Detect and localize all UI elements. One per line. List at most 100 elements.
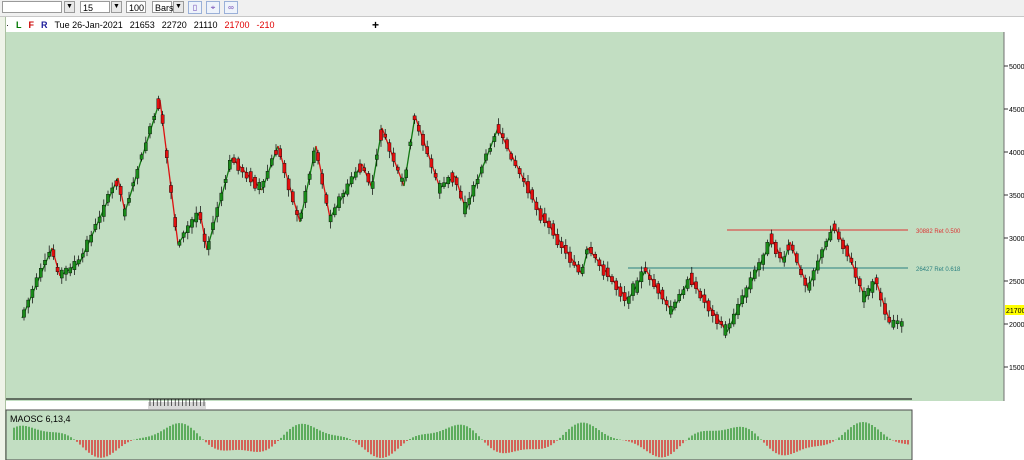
interval-dropdown-icon[interactable]: ▼ — [111, 1, 122, 13]
candle — [64, 265, 68, 281]
bar-close: 21700 — [224, 20, 250, 30]
marker-L[interactable]: L — [16, 20, 22, 30]
candle — [232, 154, 236, 165]
candle — [387, 139, 392, 159]
candle — [341, 189, 346, 204]
candle — [551, 220, 555, 239]
candle — [769, 229, 774, 248]
candle — [60, 267, 64, 284]
oscillator-histogram — [13, 422, 909, 458]
candle — [492, 133, 497, 148]
candle — [383, 129, 388, 140]
symbol-input[interactable] — [2, 1, 62, 13]
retracement-label: 26427 Ret 0.618 — [916, 267, 961, 273]
candle — [664, 296, 669, 312]
candle — [685, 276, 690, 292]
oscillator-pane — [5, 409, 913, 460]
candle — [303, 185, 308, 209]
candle — [312, 147, 316, 167]
candle — [421, 130, 425, 151]
candle — [446, 175, 451, 189]
candle — [320, 169, 325, 189]
candle — [660, 286, 665, 305]
candle — [648, 269, 652, 286]
candle — [68, 263, 72, 277]
candle — [337, 193, 341, 211]
retracement-levels: 30882 Ret 0.500 26427 Ret 0.618 — [628, 229, 961, 273]
candle — [891, 314, 896, 330]
chart-type-select[interactable]: Bars — [152, 1, 174, 13]
candle — [379, 124, 383, 147]
candle — [240, 164, 245, 178]
candle — [883, 297, 887, 321]
candle — [765, 239, 770, 257]
price-tick-label: 5000 — [1009, 64, 1024, 71]
candle — [715, 311, 719, 330]
candle — [316, 149, 320, 165]
add-symbol-icon[interactable]: + — [372, 18, 380, 32]
retracement-label: 30882 Ret 0.500 — [916, 229, 961, 235]
candle — [26, 297, 31, 314]
candle — [568, 246, 572, 268]
marker-R[interactable]: R — [41, 20, 48, 30]
toolbar: ▼ 15 ▼ 100 Bars ▼ ▯ ⌖ ∞ — [0, 0, 1024, 17]
candle — [564, 239, 568, 260]
candle — [786, 239, 791, 255]
candle — [534, 197, 539, 216]
candle — [782, 250, 786, 267]
candle — [807, 276, 812, 293]
candle — [114, 178, 119, 190]
candle — [853, 260, 858, 284]
candle — [106, 190, 110, 206]
crosshair-icon[interactable]: ⌖ — [206, 1, 220, 14]
candle — [80, 248, 85, 263]
candlesticks — [22, 95, 904, 339]
candle — [837, 227, 841, 243]
candle — [433, 169, 438, 181]
candle — [72, 255, 77, 276]
candle — [706, 298, 711, 317]
count-input[interactable]: 100 — [126, 1, 146, 13]
price-tick-label: 4500 — [1009, 107, 1024, 114]
candle — [711, 305, 715, 323]
chart-type-dropdown-icon[interactable]: ▼ — [173, 1, 184, 13]
candle — [76, 255, 81, 267]
candle — [236, 156, 241, 175]
candle — [606, 261, 610, 282]
interval-input[interactable]: 15 — [80, 1, 110, 13]
candle — [85, 235, 89, 257]
candle — [34, 273, 39, 290]
candle — [757, 258, 761, 277]
candle — [585, 246, 589, 259]
candle — [396, 164, 400, 174]
symbol-dropdown-icon[interactable]: ▼ — [64, 1, 75, 13]
candle — [879, 287, 883, 307]
candle — [610, 274, 614, 285]
candle — [559, 236, 564, 254]
candle — [576, 260, 581, 275]
candle — [824, 238, 828, 251]
candle — [131, 177, 136, 192]
candle — [622, 285, 627, 307]
candle — [522, 172, 526, 187]
info-bar: · L F R Tue 26-Jan-2021 21653 22720 21110 21700-… — [6, 18, 282, 32]
candle — [631, 281, 635, 301]
candle — [849, 252, 854, 265]
candle — [282, 160, 287, 179]
candle — [467, 191, 472, 210]
candle — [744, 285, 749, 304]
chart-style-icon[interactable]: ▯ — [188, 1, 202, 14]
candle — [349, 172, 354, 188]
candle — [358, 159, 362, 175]
bar-high: 22720 — [161, 20, 187, 30]
candle — [412, 113, 417, 124]
left-scroll-strip[interactable] — [0, 17, 6, 460]
candle — [832, 220, 837, 234]
candle — [55, 263, 60, 275]
refresh-icon[interactable]: ∞ — [224, 1, 238, 14]
candle — [820, 247, 824, 264]
marker-F[interactable]: F — [28, 20, 35, 30]
candle — [198, 206, 203, 224]
candle — [601, 260, 606, 280]
candle — [438, 180, 442, 199]
